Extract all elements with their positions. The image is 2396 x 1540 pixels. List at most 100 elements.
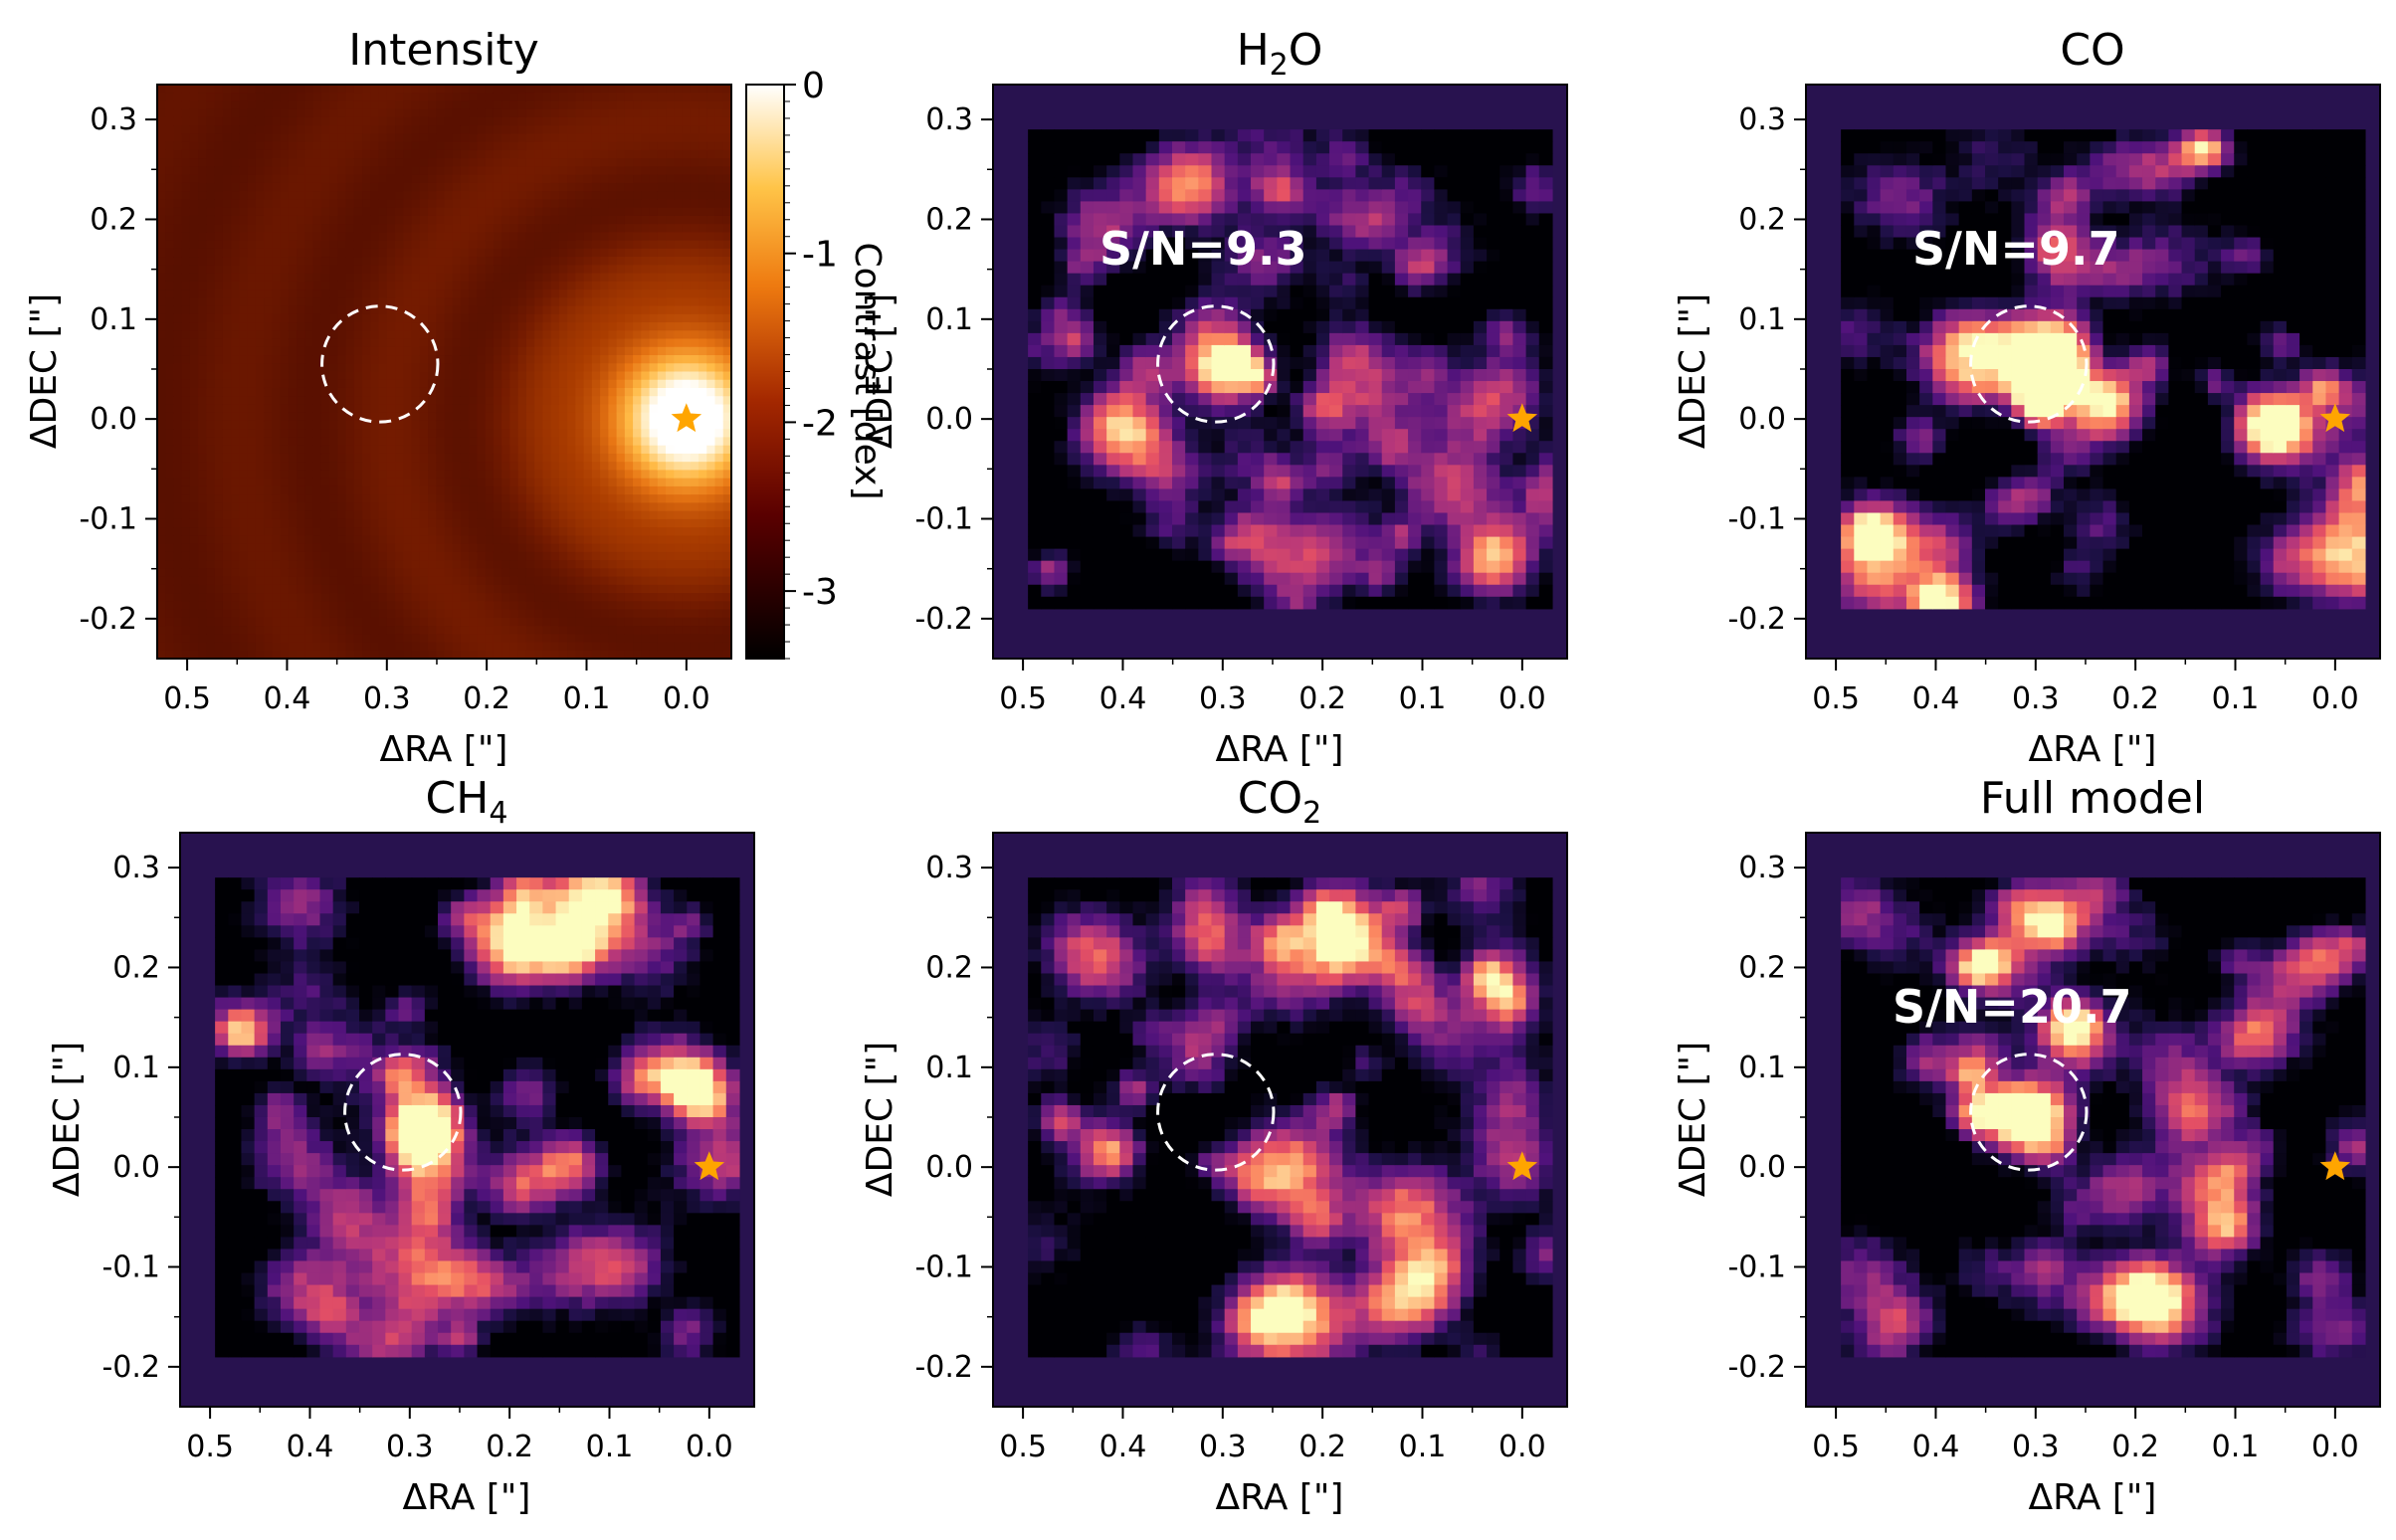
heatmap-cell [657,191,667,200]
heatmap-cell [624,601,634,611]
heatmap-cell [460,485,470,495]
heatmap-cell [362,297,371,307]
heatmap-cell [395,404,404,414]
heatmap-cell [567,100,576,110]
heatmap-cell [706,158,716,168]
heatmap-cell [583,502,593,512]
heatmap-cell [583,305,593,315]
heatmap-cell [370,371,380,381]
heatmap-cell [247,108,257,118]
heatmap-cell [329,560,338,569]
heatmap-cell [428,470,437,480]
heatmap-cell [189,634,199,644]
heatmap-cell [460,404,470,414]
heatmap-cell [600,297,609,307]
heatmap-cell [362,437,371,447]
heatmap-cell [239,191,249,200]
heatmap-cell [189,462,199,472]
heatmap-cell [616,338,626,348]
heatmap-cell [666,116,675,126]
heatmap-cell [297,281,305,290]
heatmap-cell [469,313,479,323]
heatmap-cell [247,396,257,406]
heatmap-cell [329,412,338,422]
heatmap-cell [534,313,544,323]
heatmap-cell [165,396,175,406]
heatmap-cell [690,626,699,635]
heatmap-cell [272,191,282,200]
heatmap-cell [542,141,552,151]
heatmap-cell [501,535,511,545]
heatmap-cell [509,650,519,660]
heatmap-cell [534,158,544,168]
heatmap-cell [706,174,716,184]
heatmap-cell [575,273,585,283]
heatmap-cell [272,207,282,217]
heatmap-cell [157,584,166,594]
heatmap-cell [722,257,732,266]
heatmap-cell [206,305,216,315]
heatmap-cell [542,85,552,94]
heatmap-cell [181,273,191,283]
heatmap-cell [247,584,257,594]
heatmap-cell [157,371,166,381]
heatmap-cell [280,100,290,110]
heatmap-cell [649,478,659,487]
heatmap-cell [682,609,692,619]
heatmap-cell [181,265,191,275]
heatmap-cell [345,510,355,520]
heatmap-cell [706,485,716,495]
heatmap-cell [222,289,232,298]
heatmap-cell [353,551,363,561]
heatmap-cell [624,174,634,184]
heatmap-cell [460,601,470,611]
heatmap-cell [583,601,593,611]
heatmap-cell [493,199,502,209]
heatmap-cell [165,412,175,422]
heatmap-cell [469,346,479,356]
heatmap-cell [682,355,692,364]
heatmap-cell [641,412,651,422]
heatmap-cell [198,182,208,192]
heatmap-cell [567,330,576,340]
heatmap-cell [411,371,421,381]
heatmap-cell [189,551,199,561]
heatmap-cell [583,199,593,209]
heatmap-cell [649,609,659,619]
heatmap-cell [239,551,249,561]
heatmap-cell [214,551,224,561]
heatmap-cell [329,338,338,348]
heatmap-cell [633,626,642,635]
heatmap-cell [575,518,585,528]
heatmap-cell [501,166,511,176]
heatmap-cell [493,305,502,315]
heatmap-cell [469,116,479,126]
heatmap-cell [288,510,298,520]
heatmap-cell [517,470,527,480]
heatmap-cell [699,584,707,594]
heatmap-cell [591,584,601,594]
heatmap-cell [419,215,429,225]
heatmap-cell [436,379,446,389]
heatmap-cell [674,297,684,307]
heatmap-cell [362,224,371,233]
heatmap-cell [370,199,380,209]
heatmap-cell [329,265,338,275]
heatmap-cell [534,445,544,455]
heatmap-cell [173,485,183,495]
heatmap-cell [682,100,692,110]
heatmap-cell [657,593,667,602]
heatmap-cell [157,93,166,102]
heatmap-cell [699,453,707,463]
y-tick-label: -0.1 [79,502,137,537]
heatmap-cell [616,420,626,430]
heatmap-cell [231,257,241,266]
heatmap-cell [575,576,585,586]
heatmap-cell [247,568,257,578]
heatmap-cell [436,626,446,635]
heatmap-cell [469,543,479,553]
heatmap-cell [329,453,338,463]
heatmap-cell [247,535,257,545]
heatmap-cell [157,576,166,586]
heatmap-cell [181,281,191,290]
